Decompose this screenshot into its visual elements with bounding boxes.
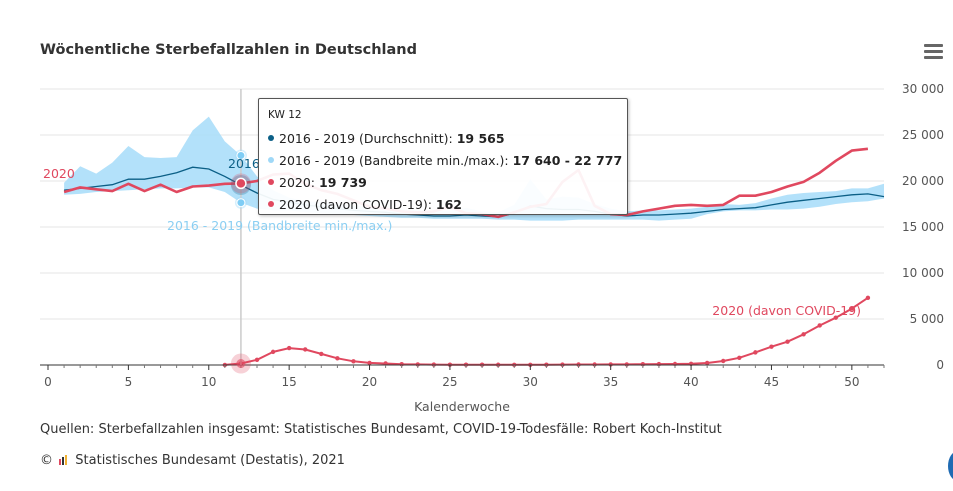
y-tick-label: 30 000 bbox=[902, 82, 944, 96]
covid-point[interactable] bbox=[737, 355, 742, 360]
x-axis-title: Kalenderwoche bbox=[414, 399, 510, 414]
x-tick-label: 15 bbox=[282, 375, 297, 389]
x-tick-label: 0 bbox=[44, 375, 52, 389]
covid-point[interactable] bbox=[721, 358, 726, 364]
chart-title: Wöchentliche Sterbefallzahlen in Deutsch… bbox=[40, 42, 417, 58]
crosshair-layer bbox=[230, 89, 251, 374]
covid-point[interactable] bbox=[592, 362, 597, 367]
covid-point[interactable] bbox=[704, 360, 710, 366]
x-tick-label: 35 bbox=[603, 375, 618, 389]
covid-point[interactable] bbox=[608, 362, 613, 367]
covid-point[interactable] bbox=[865, 295, 871, 301]
source-text: Quellen: Sterbefallzahlen insgesamt: Sta… bbox=[40, 422, 722, 437]
covid-point[interactable] bbox=[769, 344, 774, 349]
tooltip-dot-covid bbox=[268, 201, 274, 207]
covid-point[interactable] bbox=[254, 357, 260, 363]
y-tick-label: 5 000 bbox=[910, 312, 944, 326]
y-tick-label: 10 000 bbox=[902, 266, 944, 280]
x-axis: 0 5 10 15 20 25 30 35 40 45 50 bbox=[40, 364, 885, 389]
label-band: 2016 - 2019 (Bandbreite min./max.) bbox=[167, 218, 392, 233]
x-tick-label: 40 bbox=[683, 375, 698, 389]
x-tick-label: 45 bbox=[764, 375, 779, 389]
covid-marker bbox=[236, 359, 246, 369]
tooltip-row-value: 19 739 bbox=[319, 175, 367, 190]
y-axis: 0 5 000 10 000 15 000 20 000 25 000 30 000 bbox=[902, 82, 944, 372]
label-avg: 2016 bbox=[228, 156, 260, 171]
tooltip-row-label: 2016 - 2019 (Bandbreite min./max.): bbox=[279, 153, 513, 168]
label-2020: 2020 bbox=[43, 166, 75, 181]
tooltip-row-value: 19 565 bbox=[456, 131, 505, 146]
tooltip: KW 12 2016 - 2019 (Durchschnitt): 19 565… bbox=[258, 98, 628, 215]
covid-point[interactable] bbox=[817, 323, 822, 328]
x-tick-label: 30 bbox=[523, 375, 538, 389]
tooltip-row-covid: 2020 (davon COVID-19): 162 bbox=[268, 197, 462, 212]
tooltip-row-value: 17 640 - 22 777 bbox=[512, 153, 623, 168]
y-tick-label: 15 000 bbox=[902, 220, 944, 234]
covid-point[interactable] bbox=[335, 356, 340, 361]
x-tick-label: 20 bbox=[362, 375, 377, 389]
copyright-text: Statistisches Bundesamt (Destatis), 2021 bbox=[75, 453, 345, 468]
tooltip-dot-band bbox=[268, 157, 274, 163]
y-tick-label: 25 000 bbox=[902, 128, 944, 142]
covid-point[interactable] bbox=[303, 347, 308, 352]
covid-point[interactable] bbox=[351, 359, 356, 364]
label-covid: 2020 (davon COVID-19) bbox=[712, 303, 861, 318]
y-tick-label: 20 000 bbox=[902, 174, 944, 188]
covid-point[interactable] bbox=[319, 351, 324, 357]
tooltip-row-label: 2020: bbox=[279, 175, 319, 190]
x-tick-label: 25 bbox=[442, 375, 457, 389]
destatis-logo-icon bbox=[59, 455, 68, 465]
tooltip-row-label: 2020 (davon COVID-19): bbox=[279, 197, 436, 212]
y2020-marker bbox=[235, 177, 247, 190]
tooltip-dot-avg bbox=[268, 135, 274, 141]
tooltip-row-band: 2016 - 2019 (Bandbreite min./max.): 17 6… bbox=[268, 153, 622, 168]
covid-point[interactable] bbox=[753, 350, 758, 355]
tooltip-row-2020: 2020: 19 739 bbox=[268, 175, 367, 190]
tooltip-dot-2020 bbox=[268, 179, 274, 185]
covid-point[interactable] bbox=[833, 315, 838, 320]
covid-point[interactable] bbox=[286, 345, 292, 351]
copyright: © Statistisches Bundesamt (Destatis), 20… bbox=[40, 453, 345, 468]
covid-point[interactable] bbox=[801, 332, 806, 337]
series-avg-line[interactable] bbox=[64, 166, 885, 218]
copyright-symbol: © bbox=[40, 453, 53, 468]
band-low-marker bbox=[236, 198, 246, 208]
covid-point[interactable] bbox=[849, 306, 855, 311]
band-high-marker bbox=[236, 150, 246, 160]
tooltip-row-value: 162 bbox=[435, 197, 462, 212]
tooltip-header: KW 12 bbox=[268, 109, 302, 121]
x-tick-label: 50 bbox=[844, 375, 859, 389]
series-labels: 2020 2020 (davon COVID-19) 2016 - 2019 (Ba… bbox=[43, 156, 861, 318]
x-tick-label: 5 bbox=[125, 375, 133, 389]
covid-point[interactable] bbox=[367, 360, 372, 366]
tooltip-row-label: 2016 - 2019 (Durchschnitt): bbox=[279, 131, 457, 146]
covid-point[interactable] bbox=[785, 339, 790, 344]
covid-point[interactable] bbox=[415, 362, 420, 367]
hamburger-menu-icon[interactable] bbox=[924, 44, 943, 60]
tooltip-row-avg: 2016 - 2019 (Durchschnitt): 19 565 bbox=[268, 131, 505, 146]
help-button[interactable] bbox=[948, 451, 953, 481]
covid-point[interactable] bbox=[270, 349, 276, 355]
covid-point[interactable] bbox=[624, 362, 629, 367]
y-tick-label: 0 bbox=[936, 358, 944, 372]
x-tick-label: 10 bbox=[201, 375, 216, 389]
